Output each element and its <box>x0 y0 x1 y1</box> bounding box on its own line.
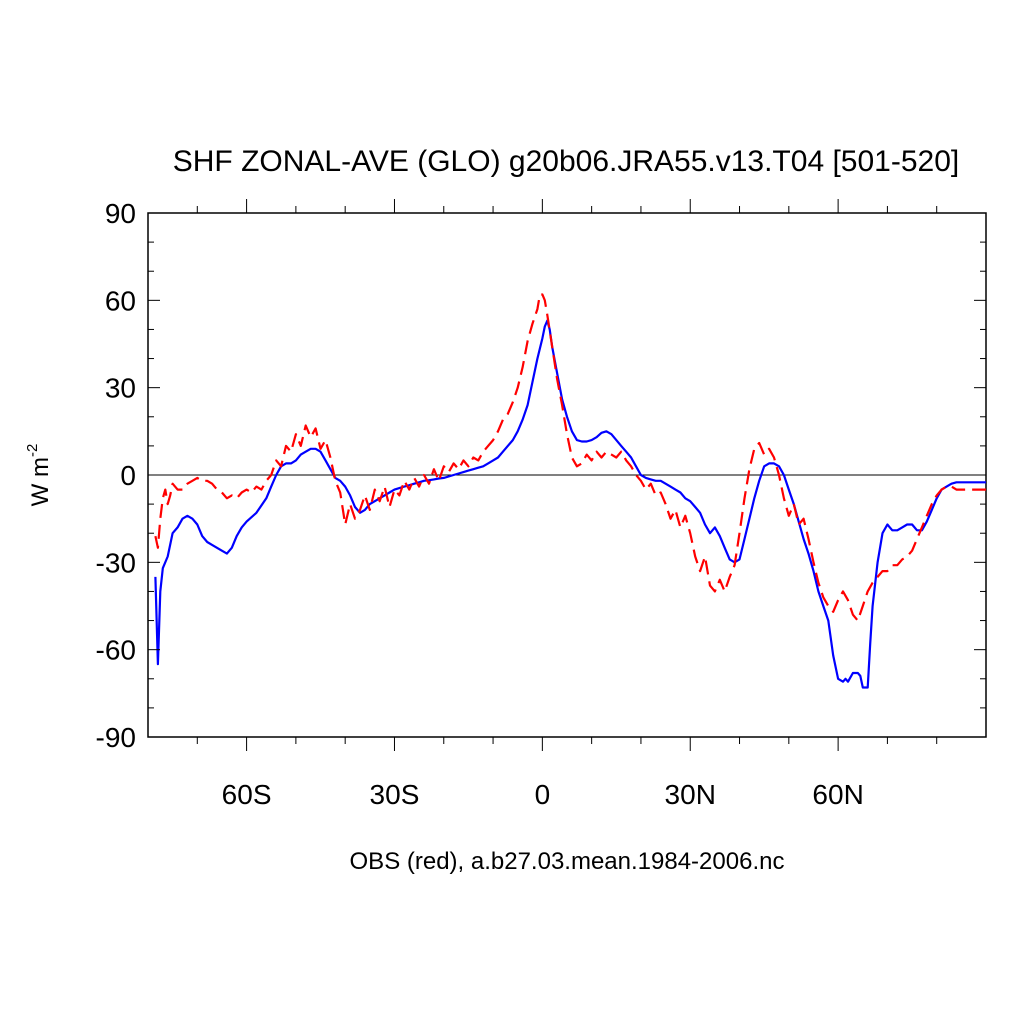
series-layer <box>154 293 986 689</box>
series-line-2 <box>154 293 986 622</box>
y-tick-label: -60 <box>96 635 136 666</box>
y-tick-label: -90 <box>96 722 136 753</box>
x-axis-label: OBS (red), a.b27.03.mean.1984-2006.nc <box>350 848 785 875</box>
y-tick-label: 30 <box>105 373 136 404</box>
plot-area <box>147 206 987 744</box>
x-tick-label: 30S <box>370 779 420 810</box>
y-axis-label: W m-2 <box>24 444 54 507</box>
x-tick-label: 30N <box>665 779 716 810</box>
y-tick-label: 90 <box>105 198 136 229</box>
y-axis-label-base: W m <box>27 457 54 506</box>
y-tick-label: 0 <box>120 460 136 491</box>
x-axis: 60S 30S 0 30N 60N <box>222 199 864 810</box>
x-tick-label: 60S <box>222 779 272 810</box>
minor-ticks <box>148 206 986 744</box>
y-axis-label-exponent: -2 <box>24 444 41 457</box>
y-tick-label: -30 <box>96 547 136 578</box>
y-tick-label: 60 <box>105 285 136 316</box>
chart-title: SHF ZONAL-AVE (GLO) g20b06.JRA55.v13.T04… <box>173 145 959 178</box>
series-line-1 <box>154 319 986 689</box>
x-tick-label: 60N <box>812 779 863 810</box>
x-tick-label: 0 <box>535 779 551 810</box>
y-axis: 90 60 30 0 -30 -60 -90 <box>96 198 986 753</box>
